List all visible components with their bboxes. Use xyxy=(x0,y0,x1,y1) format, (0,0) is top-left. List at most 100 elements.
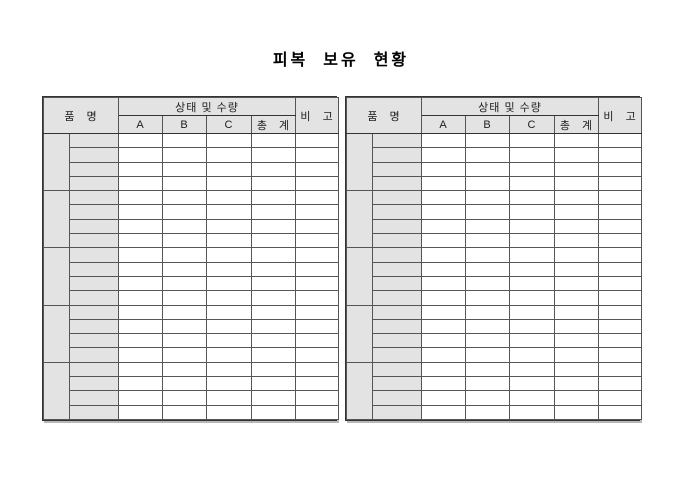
qty-b-cell[interactable] xyxy=(465,233,511,249)
total-cell[interactable] xyxy=(554,218,600,235)
qty-c-cell[interactable] xyxy=(509,290,556,306)
item-name-cell[interactable] xyxy=(371,290,423,306)
total-cell[interactable] xyxy=(554,275,600,292)
qty-c-cell[interactable] xyxy=(509,304,556,320)
category-cell[interactable] xyxy=(43,132,70,192)
category-cell[interactable] xyxy=(43,247,70,306)
remarks-cell[interactable] xyxy=(598,275,643,292)
qty-c-cell[interactable] xyxy=(206,161,253,177)
total-cell[interactable] xyxy=(251,218,297,235)
qty-c-cell[interactable] xyxy=(206,218,253,235)
item-name-cell[interactable] xyxy=(68,390,120,406)
qty-c-cell[interactable] xyxy=(206,204,253,220)
total-cell[interactable] xyxy=(251,190,297,206)
total-cell[interactable] xyxy=(554,147,600,163)
remarks-cell[interactable] xyxy=(295,233,340,249)
item-name-cell[interactable] xyxy=(371,304,423,320)
qty-b-cell[interactable] xyxy=(465,347,511,363)
category-cell[interactable] xyxy=(43,190,70,249)
total-cell[interactable] xyxy=(554,290,600,306)
total-cell[interactable] xyxy=(251,333,297,349)
qty-c-cell[interactable] xyxy=(206,290,253,306)
item-name-cell[interactable] xyxy=(371,247,423,263)
total-cell[interactable] xyxy=(554,376,600,392)
qty-a-cell[interactable] xyxy=(421,147,467,163)
remarks-cell[interactable] xyxy=(295,347,340,363)
total-cell[interactable] xyxy=(251,290,297,306)
qty-a-cell[interactable] xyxy=(118,275,164,292)
remarks-cell[interactable] xyxy=(598,190,643,206)
qty-a-cell[interactable] xyxy=(421,347,467,363)
qty-a-cell[interactable] xyxy=(118,318,164,335)
item-name-cell[interactable] xyxy=(68,161,120,177)
qty-c-cell[interactable] xyxy=(509,132,556,149)
total-cell[interactable] xyxy=(251,147,297,163)
remarks-cell[interactable] xyxy=(295,361,340,378)
remarks-cell[interactable] xyxy=(295,376,340,392)
qty-c-cell[interactable] xyxy=(509,404,556,421)
qty-a-cell[interactable] xyxy=(118,204,164,220)
qty-b-cell[interactable] xyxy=(465,275,511,292)
total-cell[interactable] xyxy=(554,261,600,277)
qty-c-cell[interactable] xyxy=(206,347,253,363)
item-name-cell[interactable] xyxy=(371,147,423,163)
total-cell[interactable] xyxy=(251,247,297,263)
item-name-cell[interactable] xyxy=(371,333,423,349)
remarks-cell[interactable] xyxy=(598,218,643,235)
qty-a-cell[interactable] xyxy=(421,361,467,378)
total-cell[interactable] xyxy=(251,404,297,421)
qty-c-cell[interactable] xyxy=(509,333,556,349)
qty-b-cell[interactable] xyxy=(162,204,208,220)
qty-a-cell[interactable] xyxy=(118,161,164,177)
item-name-cell[interactable] xyxy=(68,376,120,392)
item-name-cell[interactable] xyxy=(68,347,120,363)
qty-c-cell[interactable] xyxy=(509,390,556,406)
total-cell[interactable] xyxy=(554,347,600,363)
remarks-cell[interactable] xyxy=(598,390,643,406)
item-name-cell[interactable] xyxy=(371,261,423,277)
qty-c-cell[interactable] xyxy=(509,218,556,235)
item-name-cell[interactable] xyxy=(68,404,120,421)
qty-b-cell[interactable] xyxy=(162,361,208,378)
remarks-cell[interactable] xyxy=(598,376,643,392)
qty-c-cell[interactable] xyxy=(206,233,253,249)
qty-a-cell[interactable] xyxy=(118,404,164,421)
qty-c-cell[interactable] xyxy=(206,333,253,349)
total-cell[interactable] xyxy=(251,347,297,363)
remarks-cell[interactable] xyxy=(598,161,643,177)
qty-b-cell[interactable] xyxy=(465,132,511,149)
total-cell[interactable] xyxy=(554,404,600,421)
qty-a-cell[interactable] xyxy=(421,175,467,192)
item-name-cell[interactable] xyxy=(68,204,120,220)
qty-a-cell[interactable] xyxy=(421,261,467,277)
qty-a-cell[interactable] xyxy=(421,333,467,349)
total-cell[interactable] xyxy=(554,390,600,406)
total-cell[interactable] xyxy=(251,275,297,292)
total-cell[interactable] xyxy=(251,161,297,177)
item-name-cell[interactable] xyxy=(68,247,120,263)
item-name-cell[interactable] xyxy=(68,333,120,349)
remarks-cell[interactable] xyxy=(295,204,340,220)
remarks-cell[interactable] xyxy=(598,132,643,149)
qty-b-cell[interactable] xyxy=(162,190,208,206)
qty-c-cell[interactable] xyxy=(509,233,556,249)
remarks-cell[interactable] xyxy=(295,247,340,263)
qty-b-cell[interactable] xyxy=(465,333,511,349)
qty-a-cell[interactable] xyxy=(421,190,467,206)
qty-b-cell[interactable] xyxy=(162,175,208,192)
category-cell[interactable] xyxy=(346,247,373,306)
qty-c-cell[interactable] xyxy=(509,175,556,192)
total-cell[interactable] xyxy=(251,304,297,320)
qty-c-cell[interactable] xyxy=(509,247,556,263)
qty-b-cell[interactable] xyxy=(465,204,511,220)
qty-c-cell[interactable] xyxy=(206,132,253,149)
qty-c-cell[interactable] xyxy=(206,390,253,406)
total-cell[interactable] xyxy=(251,233,297,249)
qty-a-cell[interactable] xyxy=(118,361,164,378)
qty-b-cell[interactable] xyxy=(465,218,511,235)
qty-a-cell[interactable] xyxy=(118,347,164,363)
item-name-cell[interactable] xyxy=(68,261,120,277)
total-cell[interactable] xyxy=(554,247,600,263)
category-cell[interactable] xyxy=(346,132,373,192)
qty-b-cell[interactable] xyxy=(162,218,208,235)
